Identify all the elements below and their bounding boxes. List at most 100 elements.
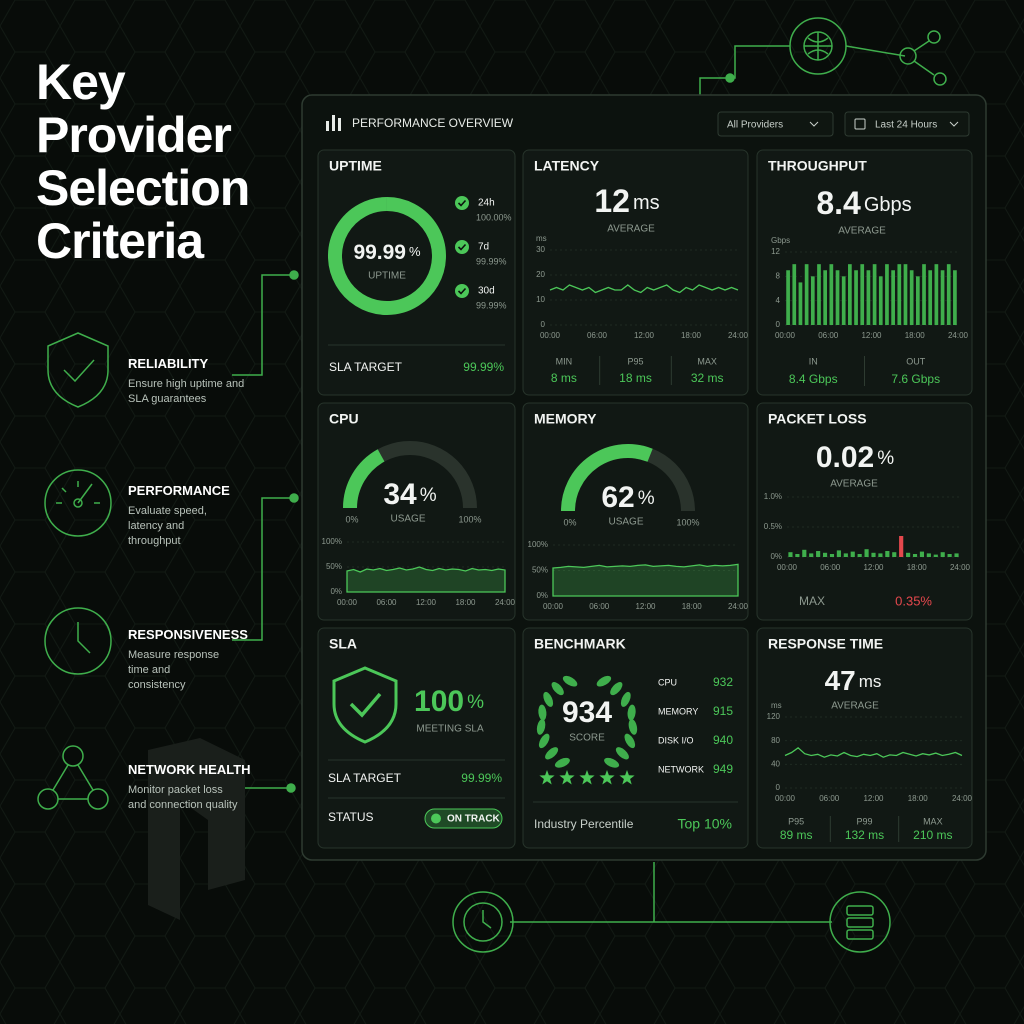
y-unit: ms [536,234,547,243]
metric-unit: % [638,488,655,509]
y-tick-label: 50% [532,566,548,575]
bar [940,552,945,557]
bar [788,552,793,557]
bar [928,270,933,325]
label: 100% [458,514,481,524]
check-mark [457,199,467,207]
filter-label[interactable]: Last 24 Hours [875,120,937,131]
laurel-leaf [615,747,629,760]
stars [539,770,635,785]
stat-value: 132 ms [845,828,884,842]
chevron [809,121,819,127]
bar [829,554,835,557]
bar [947,554,952,557]
label: SLA TARGET [329,360,403,374]
metric-unit: % [420,485,437,506]
stat-label: IN [809,356,818,366]
card-title: UPTIME [329,158,382,174]
bar [795,554,800,557]
decor [37,17,947,953]
label: 932 [713,675,733,689]
bar [872,264,877,325]
x-tick-label: 24:00 [728,602,749,611]
bar [836,550,841,557]
bar [835,270,840,325]
bar [871,552,876,557]
bar [798,282,803,325]
label: 99.99% [463,360,504,374]
x-tick-label: 06:00 [589,602,610,611]
bar [857,554,862,557]
y-tick-label: 30 [536,245,545,254]
calendar-icon [854,118,866,130]
laurel-leaf [551,682,564,696]
check-icon [455,240,469,254]
x-tick-label: 06:00 [820,563,841,572]
bar [809,553,814,557]
area [346,566,506,593]
stat-value: 8 ms [551,371,577,385]
filter-dropdown[interactable] [844,111,970,137]
check-icon [455,284,469,298]
metric-number: 100 [414,685,464,718]
bar [940,270,945,325]
bar [848,264,852,325]
x-tick-label: 00:00 [540,331,561,340]
y-tick-label: 10 [536,295,545,304]
x-tick-label: 18:00 [907,563,928,572]
laurel-leaf [624,733,636,749]
bar [919,551,925,557]
filter-label[interactable]: All Providers [727,120,783,131]
laurel-leaf [620,691,631,707]
card [756,627,973,849]
filter-dropdown[interactable] [717,111,834,137]
card-title: SLA [329,636,357,652]
stat-label: P95 [788,816,804,826]
label: Top 10% [678,816,732,832]
label: UPTIME [368,271,406,282]
stat-label: P99 [856,816,872,826]
metric-value: 8.4 Gbps [816,185,911,221]
bar [816,551,821,557]
laurel-leaf [596,675,612,687]
label: AVERAGE [830,479,878,490]
label: 0.35% [895,593,932,608]
criterion-title: RELIABILITY [128,356,209,371]
card-title: LATENCY [534,158,600,174]
period: 24h [478,198,495,209]
gauge [561,444,653,512]
bar [953,270,957,325]
ring [328,197,446,315]
label: MEETING SLA [416,724,484,735]
x-tick-label: 18:00 [908,794,929,803]
metric-number: 34 [383,478,417,511]
label: STATUS [328,810,374,824]
y-tick-label: 100% [528,540,548,549]
x-tick-label: 06:00 [376,598,397,607]
label: NETWORK [658,764,704,774]
stat-value: 18 ms [619,371,652,385]
metric-unit: % [877,448,894,469]
card [522,149,749,396]
stat-value: 210 ms [913,828,952,842]
bar [850,551,855,557]
period-value: 99.99% [476,256,507,266]
metric-number: 12 [594,183,630,219]
bar [786,270,790,325]
y-tick-label: 8 [776,271,781,280]
card-title: THROUGHPUT [768,158,867,174]
bar [843,553,848,557]
x-tick-label: 24:00 [950,563,971,572]
bar [829,264,834,325]
check-icon [455,196,469,210]
x-tick-label: 18:00 [682,602,703,611]
bar [885,264,889,325]
criterion-title: RESPONSIVENESS [128,627,248,642]
bar [897,264,902,325]
metric-unit: Gbps [864,194,912,216]
bar [954,553,959,557]
stat-label: MAX [923,816,943,826]
bar [810,276,815,325]
laurel-leaf [545,747,559,760]
